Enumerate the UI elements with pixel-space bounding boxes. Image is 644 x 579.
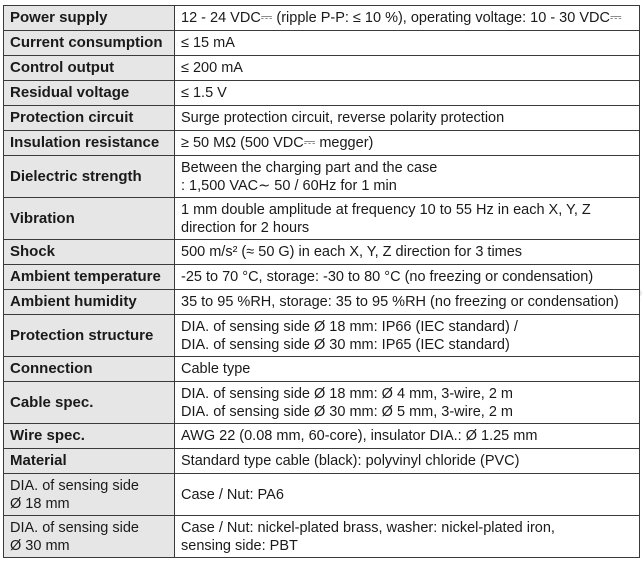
row-label: Ambient temperature xyxy=(3,264,175,290)
row-value-line: : 1,500 VAC∼ 50 / 60Hz for 1 min xyxy=(181,177,397,194)
table-row: Insulation resistance ≥ 50 MΩ (500 VDC⎓ … xyxy=(3,130,640,156)
row-value: 1 mm double amplitude at frequency 10 to… xyxy=(174,197,640,240)
row-value-line: DIA. of sensing side Ø 18 mm: Ø 4 mm, 3-… xyxy=(181,385,513,402)
table-row: Cable spec. DIA. of sensing side Ø 18 mm… xyxy=(3,381,640,424)
row-label: DIA. of sensing side Ø 18 mm xyxy=(3,473,175,516)
row-value: AWG 22 (0.08 mm, 60-core), insulator DIA… xyxy=(174,423,640,449)
table-row: Wire spec. AWG 22 (0.08 mm, 60-core), in… xyxy=(3,423,640,449)
table-row: Vibration 1 mm double amplitude at frequ… xyxy=(3,197,640,240)
row-label-line: Ø 18 mm xyxy=(10,495,70,512)
row-label: Connection xyxy=(3,356,175,382)
row-label-line: DIA. of sensing side xyxy=(10,477,139,494)
row-value: Between the charging part and the case :… xyxy=(174,155,640,198)
row-label: Protection circuit xyxy=(3,105,175,131)
row-label-line: Ø 30 mm xyxy=(10,537,70,554)
row-label: Residual voltage xyxy=(3,80,175,106)
row-value: Standard type cable (black): polyvinyl c… xyxy=(174,448,640,474)
table-row: Protection structure DIA. of sensing sid… xyxy=(3,314,640,357)
row-label: DIA. of sensing side Ø 30 mm xyxy=(3,515,175,558)
table-row: DIA. of sensing side Ø 30 mm Case / Nut:… xyxy=(3,515,640,558)
row-label: Wire spec. xyxy=(3,423,175,449)
table-row: DIA. of sensing side Ø 18 mm Case / Nut:… xyxy=(3,473,640,516)
row-value: 500 m/s² (≈ 50 G) in each X, Y, Z direct… xyxy=(174,239,640,265)
row-label: Protection structure xyxy=(3,314,175,357)
table-row: Power supply 12 - 24 VDC⎓ (ripple P-P: ≤… xyxy=(3,5,640,31)
table-row: Dielectric strength Between the charging… xyxy=(3,155,640,198)
row-label: Control output xyxy=(3,55,175,81)
row-value: DIA. of sensing side Ø 18 mm: Ø 4 mm, 3-… xyxy=(174,381,640,424)
row-value: ≤ 1.5 V xyxy=(174,80,640,106)
table-row: Current consumption ≤ 15 mA xyxy=(3,30,640,56)
row-label: Power supply xyxy=(3,5,175,31)
table-row: Shock 500 m/s² (≈ 50 G) in each X, Y, Z … xyxy=(3,239,640,265)
row-value: ≥ 50 MΩ (500 VDC⎓ megger) xyxy=(174,130,640,156)
row-label: Ambient humidity xyxy=(3,289,175,315)
row-label: Dielectric strength xyxy=(3,155,175,198)
row-label: Insulation resistance xyxy=(3,130,175,156)
row-label: Current consumption xyxy=(3,30,175,56)
row-value: ≤ 15 mA xyxy=(174,30,640,56)
table-row: Protection circuit Surge protection circ… xyxy=(3,105,640,131)
row-label-line: DIA. of sensing side xyxy=(10,519,139,536)
row-value-line: DIA. of sensing side Ø 30 mm: Ø 5 mm, 3-… xyxy=(181,403,513,420)
row-label: Cable spec. xyxy=(3,381,175,424)
table-row: Residual voltage ≤ 1.5 V xyxy=(3,80,640,106)
row-value-line: 1 mm double amplitude at frequency 10 to… xyxy=(181,201,591,218)
row-value: ≤ 200 mA xyxy=(174,55,640,81)
row-value: Case / Nut: PA6 xyxy=(174,473,640,516)
row-value: -25 to 70 °C, storage: -30 to 80 °C (no … xyxy=(174,264,640,290)
row-value-line: Case / Nut: nickel-plated brass, washer:… xyxy=(181,519,555,536)
row-value-line: direction for 2 hours xyxy=(181,219,310,236)
table-row: Ambient temperature -25 to 70 °C, storag… xyxy=(3,264,640,290)
row-label: Shock xyxy=(3,239,175,265)
specifications-table: Power supply 12 - 24 VDC⎓ (ripple P-P: ≤… xyxy=(3,5,640,558)
row-value: Surge protection circuit, reverse polari… xyxy=(174,105,640,131)
table-row: Connection Cable type xyxy=(3,356,640,382)
row-value: Cable type xyxy=(174,356,640,382)
row-value-line: Between the charging part and the case xyxy=(181,159,438,176)
row-label: Vibration xyxy=(3,197,175,240)
table-row: Material Standard type cable (black): po… xyxy=(3,448,640,474)
row-value: Case / Nut: nickel-plated brass, washer:… xyxy=(174,515,640,558)
row-label: Material xyxy=(3,448,175,474)
row-value-line: DIA. of sensing side Ø 18 mm: IP66 (IEC … xyxy=(181,318,518,335)
row-value-line: DIA. of sensing side Ø 30 mm: IP65 (IEC … xyxy=(181,336,510,353)
row-value-line: sensing side: PBT xyxy=(181,537,298,554)
table-row: Control output ≤ 200 mA xyxy=(3,55,640,81)
row-value: 12 - 24 VDC⎓ (ripple P-P: ≤ 10 %), opera… xyxy=(174,5,640,31)
row-value: 35 to 95 %RH, storage: 35 to 95 %RH (no … xyxy=(174,289,640,315)
row-value: DIA. of sensing side Ø 18 mm: IP66 (IEC … xyxy=(174,314,640,357)
table-row: Ambient humidity 35 to 95 %RH, storage: … xyxy=(3,289,640,315)
